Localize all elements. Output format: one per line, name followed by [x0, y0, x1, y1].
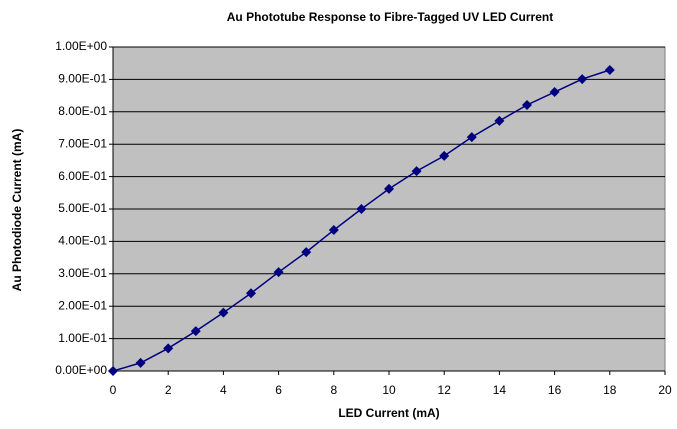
y-tick-label: 7.00E-01 — [58, 136, 107, 150]
data-point — [246, 288, 256, 299]
y-tick-label: 6.00E-01 — [58, 169, 107, 183]
y-tick-label: 1.00E+00 — [55, 39, 107, 53]
data-point — [494, 115, 505, 126]
y-tick-label: 8.00E-01 — [58, 104, 107, 118]
data-point — [273, 267, 284, 278]
y-tick-label: 1.00E-01 — [58, 331, 107, 345]
x-tick-label: 20 — [658, 383, 672, 397]
x-tick-label: 6 — [275, 383, 282, 397]
data-point — [356, 204, 367, 214]
y-tick-label: 3.00E-01 — [58, 266, 107, 280]
x-tick-label: 8 — [330, 383, 337, 397]
x-tick-label: 0 — [110, 383, 117, 397]
x-tick-label: 18 — [603, 383, 617, 397]
data-point — [522, 99, 532, 110]
x-tick-label: 12 — [438, 383, 452, 397]
x-tick-label: 2 — [165, 383, 172, 397]
x-tick-label: 10 — [382, 383, 396, 397]
y-tick-label: 5.00E-01 — [58, 201, 107, 215]
chart-title: Au Phototube Response to Fibre-Tagged UV… — [227, 10, 553, 24]
data-point — [301, 247, 312, 258]
y-tick-label: 4.00E-01 — [58, 234, 107, 248]
data-point — [604, 65, 615, 76]
data-point — [163, 343, 174, 354]
x-tick-label: 16 — [548, 383, 562, 397]
y-axis-label: Au Photodiode Current (mA) — [10, 129, 24, 292]
y-tick-label: 2.00E-01 — [58, 298, 107, 312]
x-tick-label: 4 — [220, 383, 227, 397]
data-point — [411, 166, 422, 177]
data-point — [577, 74, 588, 85]
x-tick-label: 14 — [493, 383, 507, 397]
data-point — [384, 183, 394, 194]
data-point — [218, 307, 229, 318]
data-point — [135, 357, 146, 368]
data-point — [190, 326, 201, 337]
y-tick-label: 9.00E-01 — [58, 72, 107, 86]
data-point — [328, 225, 339, 236]
data-point — [549, 87, 560, 98]
data-point — [466, 132, 477, 143]
data-point — [439, 150, 450, 161]
x-axis-label: LED Current (mA) — [338, 406, 439, 420]
data-point — [108, 366, 118, 376]
y-tick-label: 0.00E+00 — [55, 363, 107, 377]
